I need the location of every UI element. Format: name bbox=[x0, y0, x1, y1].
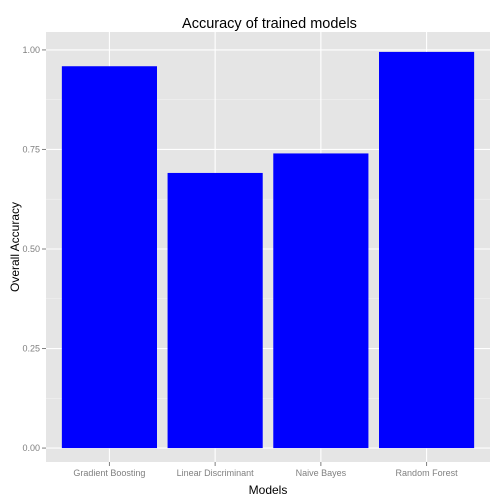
y-tick-label: 1.00 bbox=[22, 45, 40, 55]
bars bbox=[61, 51, 475, 449]
bar bbox=[61, 66, 157, 449]
chart-title: Accuracy of trained models bbox=[182, 16, 357, 32]
x-tick-label: Linear Discriminant bbox=[177, 468, 255, 478]
y-axis-title: Overall Accuracy bbox=[8, 202, 22, 292]
x-axis-ticks: Gradient Boosting Linear Discriminant Naiv… bbox=[73, 462, 458, 478]
x-tick-label: Random Forest bbox=[396, 468, 459, 478]
y-tick-label: 0.75 bbox=[22, 144, 40, 154]
bar bbox=[379, 51, 475, 449]
x-axis-title: Models bbox=[249, 483, 288, 497]
x-tick-label: Naive Bayes bbox=[296, 468, 347, 478]
bar bbox=[273, 153, 369, 449]
y-tick-label: 0.25 bbox=[22, 344, 40, 354]
x-tick-label: Gradient Boosting bbox=[73, 468, 145, 478]
y-tick-label: 0.50 bbox=[22, 244, 40, 254]
y-axis-ticks: 0.00 0.25 0.50 0.75 1.00 bbox=[22, 45, 46, 453]
bar bbox=[167, 172, 263, 449]
y-tick-label: 0.00 bbox=[22, 443, 40, 453]
